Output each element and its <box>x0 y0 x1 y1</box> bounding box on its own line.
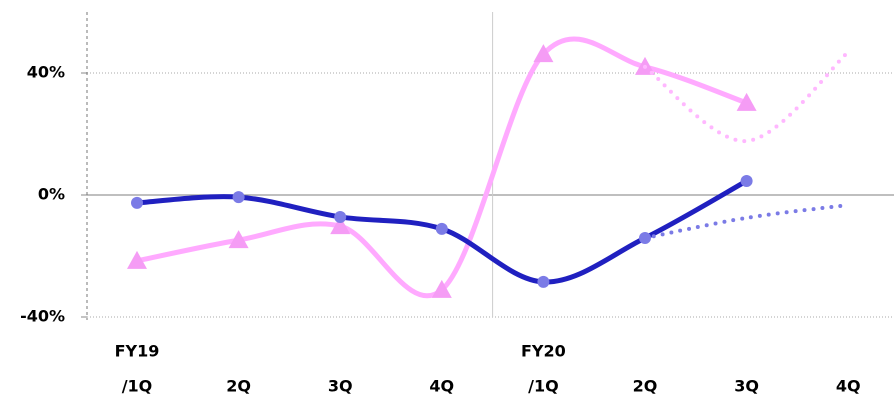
point <box>740 174 753 187</box>
point <box>533 44 554 63</box>
point <box>334 210 347 223</box>
x-tick-label: 4Q <box>429 377 454 396</box>
x-tick-label: 2Q <box>226 377 251 396</box>
group-label: FY20 <box>521 342 566 361</box>
point <box>228 230 249 249</box>
x-tick-label: 2Q <box>633 377 658 396</box>
x-tick-label: /1Q <box>122 377 153 396</box>
point <box>127 250 147 269</box>
y-tick-label: -40% <box>20 307 65 326</box>
x-tick-label: 3Q <box>328 377 353 396</box>
point <box>435 222 448 235</box>
x-tick-label: 3Q <box>734 377 759 396</box>
series-line <box>134 36 750 299</box>
point <box>736 92 757 111</box>
x-tick-label: 4Q <box>836 377 861 396</box>
group-label: FY19 <box>115 342 160 361</box>
y-tick-label: 40% <box>27 63 65 82</box>
x-tick-label: /1Q <box>528 377 559 396</box>
point <box>232 191 245 204</box>
point <box>131 196 143 209</box>
forecast-line <box>643 49 851 144</box>
point <box>330 216 351 235</box>
point <box>537 275 550 288</box>
point <box>431 279 452 298</box>
y-tick-label: 0% <box>38 185 65 204</box>
